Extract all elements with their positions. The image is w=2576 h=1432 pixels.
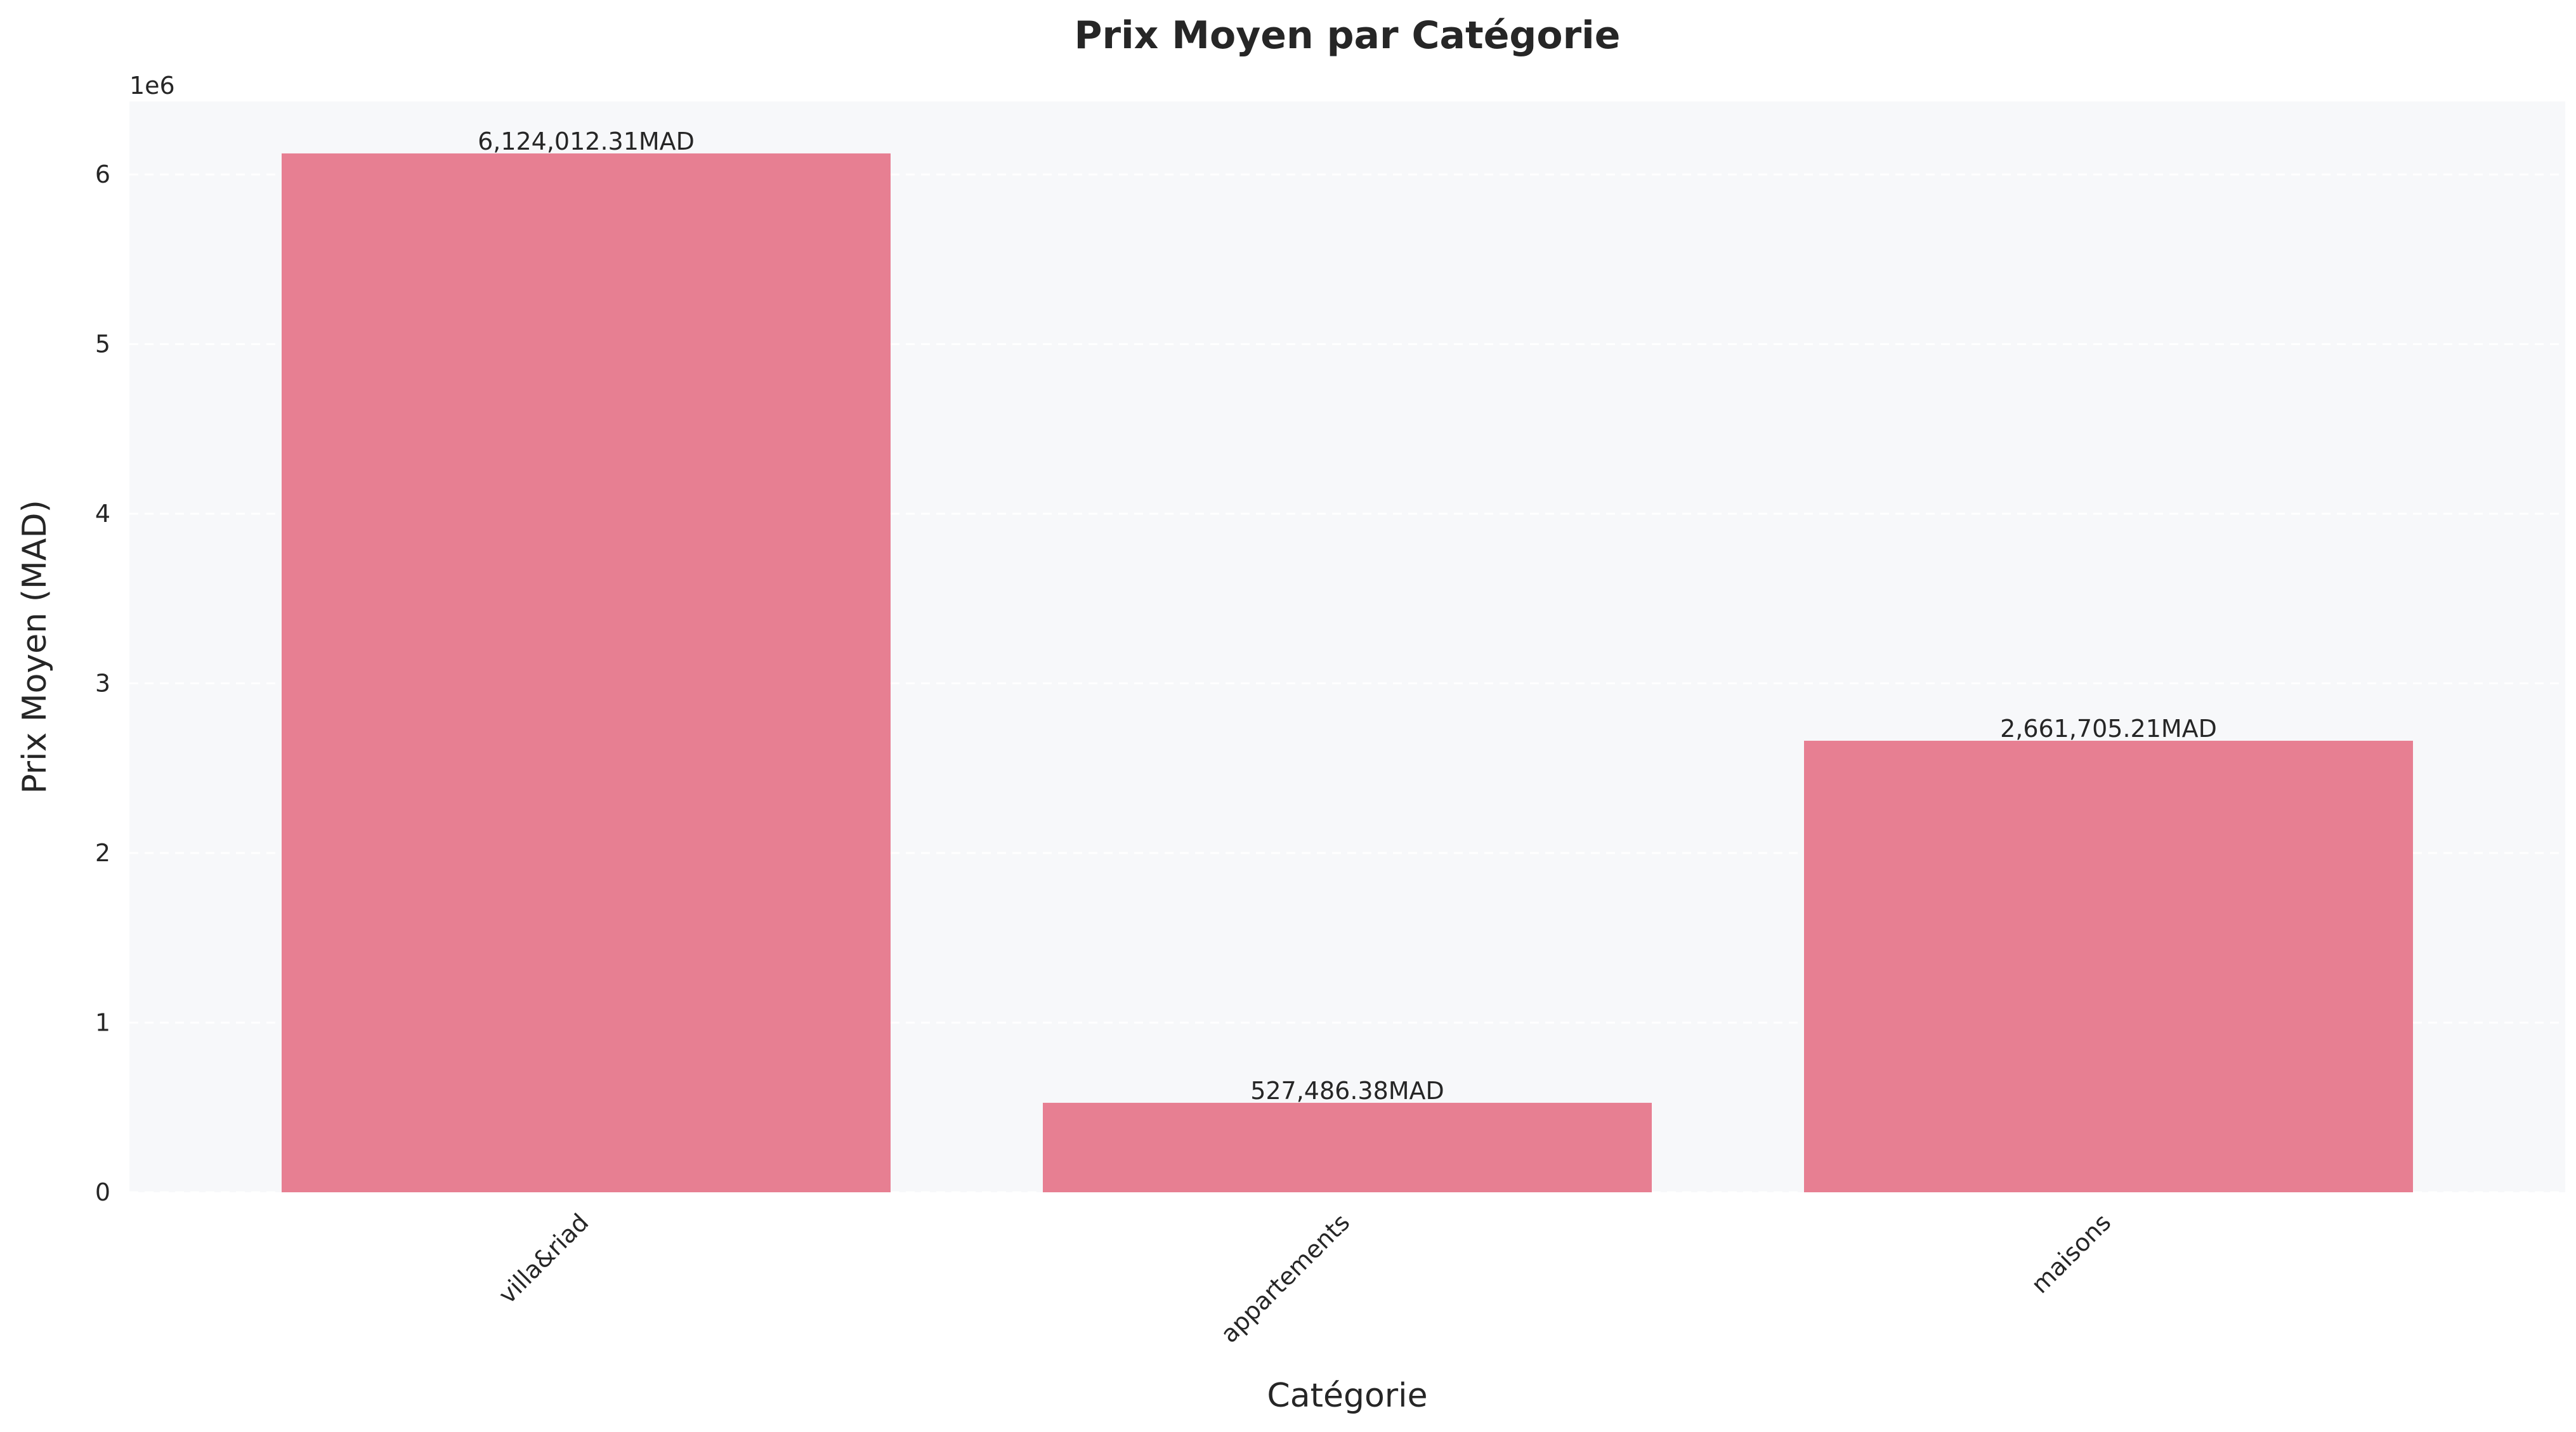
x-axis-ticks: villa&riad appartements maisons: [493, 1208, 2116, 1348]
x-tick-label: villa&riad: [493, 1208, 594, 1309]
y-axis-label: Prix Moyen (MAD): [16, 500, 54, 794]
x-tick-label: appartements: [1215, 1208, 1356, 1348]
bar-villa-riad: [282, 153, 891, 1192]
bar-value-label: 527,486.38MAD: [1250, 1077, 1444, 1105]
value-labels: 6,124,012.31MAD 527,486.38MAD 2,661,705.21…: [478, 127, 2217, 1105]
y-axis-ticks: 0 1 2 3 4 5 6: [95, 160, 110, 1206]
bar-value-label: 6,124,012.31MAD: [478, 127, 695, 155]
y-axis-offset-label: 1e6: [129, 72, 175, 100]
bar-maisons: [1804, 741, 2413, 1192]
y-tick-label: 4: [95, 500, 110, 528]
y-tick-label: 5: [95, 330, 110, 358]
y-tick-label: 6: [95, 160, 110, 188]
x-tick-label: maisons: [2026, 1208, 2117, 1299]
y-tick-label: 1: [95, 1009, 110, 1037]
y-tick-label: 0: [95, 1178, 110, 1206]
chart-title: Prix Moyen par Catégorie: [1075, 13, 1621, 58]
y-tick-label: 2: [95, 839, 110, 867]
x-axis-label: Catégorie: [1267, 1377, 1427, 1415]
y-tick-label: 3: [95, 670, 110, 698]
bar-appartements: [1043, 1102, 1652, 1192]
bars: [282, 153, 2413, 1192]
bar-value-label: 2,661,705.21MAD: [2000, 715, 2217, 743]
